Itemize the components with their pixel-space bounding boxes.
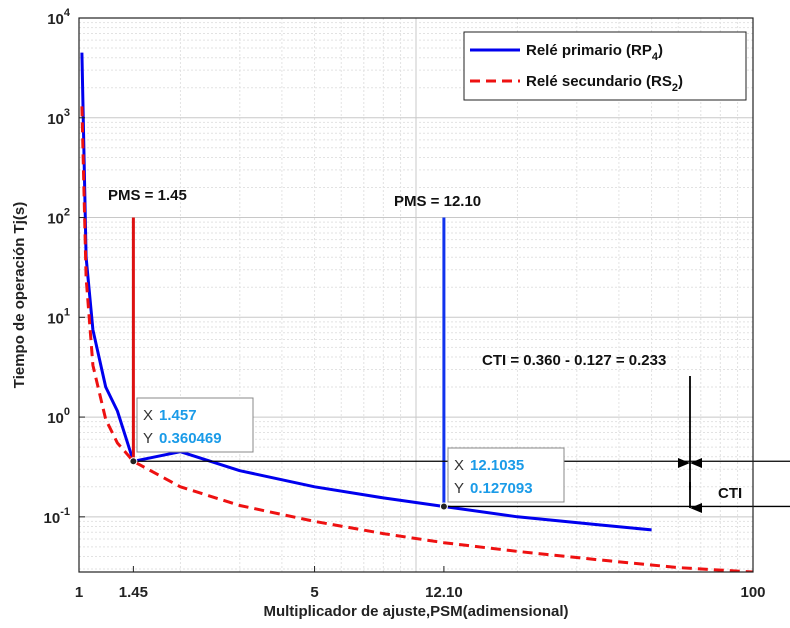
y-tick-label: 100: [47, 406, 70, 427]
datatip-1-box: [136, 397, 254, 453]
axes-box: [78, 17, 754, 573]
x-tick-label: 1: [75, 584, 83, 601]
datatip-2: X 12.1035 Y 0.127093: [447, 447, 565, 503]
cti-formula: CTI = 0.360 - 0.127 = 0.233: [482, 352, 666, 369]
legend-label-primary: Relé primario (RP4): [526, 42, 663, 63]
legend-label-secondary: Relé secundario (RS2): [526, 73, 683, 94]
y-tick-label: 104: [47, 7, 71, 28]
legend-box: [463, 31, 747, 101]
tick-labels: 1 1.45 5 12.10 100 104 103 102 101 100 10-1: [44, 7, 766, 601]
datatip-2-x: X 12.1035: [454, 457, 524, 474]
cti-label: CTI: [718, 485, 742, 502]
marker-label-pms-2: PMS = 12.10: [394, 193, 481, 210]
x-tick-label: 1.45: [119, 584, 148, 601]
grid: [79, 18, 753, 572]
series-line-secondary: [80, 106, 753, 572]
datatip-1-x: X 1.457: [143, 407, 197, 424]
x-tick-label: 12.10: [425, 584, 463, 601]
marker-label-pms-1: PMS = 1.45: [108, 187, 187, 204]
y-tick-label: 102: [47, 207, 70, 228]
y-tick-label: 103: [47, 107, 70, 128]
y-axis-label: Tiempo de operación Tj(s): [11, 202, 28, 388]
x-tick-label: 5: [310, 584, 318, 601]
datatip-2-box: [447, 447, 565, 503]
y-tick-label: 10-1: [44, 506, 70, 527]
datatip-2-y: Y 0.127093: [454, 480, 533, 497]
legend: Relé primario (RP4) Relé secundario (RS2…: [463, 31, 747, 101]
x-axis-label: Multiplicador de ajuste,PSM(adimensional…: [263, 603, 568, 620]
datatip-1: X 1.457 Y 0.360469: [136, 397, 254, 453]
x-tick-label: 100: [740, 584, 765, 601]
datatip-1-y: Y 0.360469: [143, 430, 222, 447]
datatip-point-2[interactable]: [439, 502, 448, 511]
datatip-point-1[interactable]: [129, 457, 138, 466]
y-tick-label: 101: [47, 306, 70, 327]
